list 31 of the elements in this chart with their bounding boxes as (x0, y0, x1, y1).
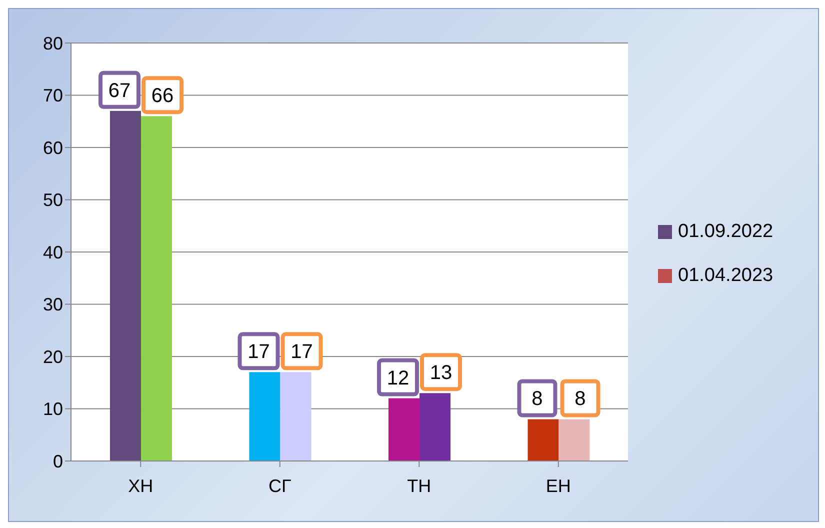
y-tick-label: 30 (42, 294, 63, 315)
y-tick-label: 20 (42, 346, 63, 367)
y-tick-label: 70 (42, 86, 63, 106)
data-label: 17 (290, 341, 313, 364)
bar (558, 419, 590, 461)
data-label: 8 (574, 388, 586, 410)
data-label: 17 (248, 341, 270, 364)
bar (388, 398, 420, 461)
y-tick-label: 40 (42, 242, 63, 262)
bar (110, 110, 141, 461)
y-tick-label: 80 (42, 33, 63, 54)
y-tick-label: 0 (52, 451, 63, 472)
bar (249, 372, 280, 461)
bar (419, 393, 450, 461)
text: 01.04.2023 (678, 265, 774, 287)
data-label: 12 (386, 367, 410, 390)
x-tick-label: ЕН (546, 476, 571, 496)
y-tick-label: 10 (42, 399, 63, 420)
bar (280, 372, 312, 461)
x-tick-label: ХН (128, 476, 154, 496)
data-label: 66 (151, 85, 174, 108)
data-label: 67 (108, 80, 131, 102)
y-tick-label: 50 (42, 190, 63, 210)
data-label: 13 (430, 362, 452, 384)
x-tick-label: ТН (407, 476, 432, 496)
legend-label: 01.09.2022 (678, 221, 774, 243)
data-label: 8 (532, 388, 543, 410)
bar (528, 419, 559, 461)
y-tick-label: 60 (42, 138, 63, 158)
bar (140, 116, 172, 461)
x-tick-label: СГ (268, 476, 292, 496)
